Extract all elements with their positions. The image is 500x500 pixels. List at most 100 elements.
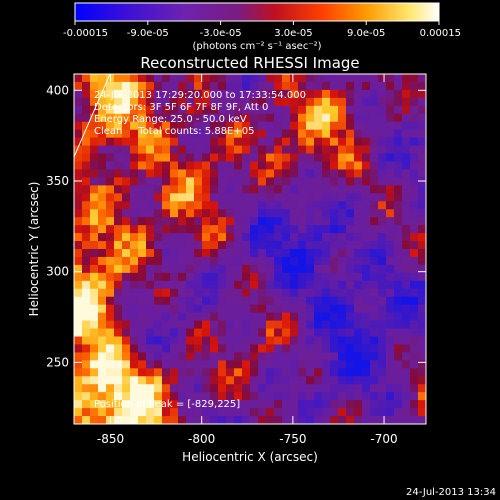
heatmap-cell <box>226 320 235 329</box>
heatmap-cell <box>410 272 419 282</box>
heatmap-cell <box>266 129 275 139</box>
heatmap-cell <box>146 312 155 321</box>
heatmap-cell <box>242 113 251 123</box>
heatmap-cell <box>410 241 419 250</box>
heatmap-cell <box>386 320 395 329</box>
heatmap-cell <box>218 217 227 226</box>
heatmap-cell <box>186 129 195 139</box>
heatmap-cell <box>250 256 259 266</box>
heatmap-cell <box>314 360 323 369</box>
heatmap-cell <box>210 304 219 314</box>
heatmap-cell <box>170 161 179 170</box>
heatmap-cell <box>98 416 107 424</box>
heatmap-cell <box>290 233 299 242</box>
heatmap-cell <box>178 368 187 377</box>
heatmap-cell <box>250 272 259 282</box>
heatmap-cell <box>106 201 115 210</box>
heatmap-cell <box>330 280 339 290</box>
heatmap-cell <box>218 201 227 210</box>
heatmap-cell <box>202 360 211 369</box>
heatmap-cell <box>354 185 363 194</box>
heatmap-cell <box>82 137 91 146</box>
heatmap-cell <box>386 185 395 194</box>
heatmap-cell <box>418 209 426 218</box>
heatmap-cell <box>154 201 163 210</box>
heatmap-cell <box>98 272 107 282</box>
heatmap-cell <box>122 145 131 154</box>
heatmap-cell <box>202 145 211 154</box>
heatmap-cell <box>370 241 379 250</box>
heatmap-cell <box>394 169 403 178</box>
heatmap-cell <box>210 169 219 178</box>
heatmap-cell <box>370 328 379 337</box>
heatmap-cell <box>314 145 323 154</box>
heatmap-cell <box>178 408 187 417</box>
heatmap-cell <box>346 153 355 162</box>
heatmap-cell <box>330 74 339 83</box>
heatmap-cell <box>314 368 323 377</box>
heatmap-cell <box>186 153 195 162</box>
heatmap-cell <box>210 153 219 162</box>
heatmap-cell <box>274 344 283 353</box>
heatmap-cell <box>98 360 107 369</box>
heatmap-cell <box>266 400 275 409</box>
heatmap-cell <box>362 256 371 266</box>
heatmap-cell <box>322 233 331 242</box>
heatmap-cell <box>378 288 387 298</box>
heatmap-cell <box>90 169 99 178</box>
heatmap-cell <box>282 272 291 282</box>
heatmap-cell <box>114 328 123 337</box>
heatmap-cell <box>338 137 347 146</box>
heatmap-cell <box>402 129 411 139</box>
heatmap-cell <box>186 81 195 91</box>
heatmap-cell <box>418 376 426 385</box>
heatmap-cell <box>154 121 163 131</box>
heatmap-cell <box>306 225 315 234</box>
heatmap-cell <box>146 201 155 210</box>
heatmap-cell <box>202 296 211 306</box>
heatmap-cell <box>282 408 291 417</box>
heatmap-cell <box>266 328 275 337</box>
heatmap-cell <box>170 209 179 218</box>
heatmap-cell <box>82 376 91 385</box>
heatmap-cell <box>242 392 251 401</box>
heatmap-cell <box>162 113 171 123</box>
heatmap-cell <box>282 161 291 170</box>
heatmap-cell <box>202 264 211 274</box>
heatmap-cell <box>250 201 259 210</box>
heatmap-cell <box>226 153 235 162</box>
heatmap-cell <box>306 169 315 178</box>
heatmap-cell <box>290 256 299 266</box>
heatmap-cell <box>74 241 83 250</box>
heatmap-cell <box>378 312 387 321</box>
heatmap-cell <box>210 384 219 393</box>
heatmap-cell <box>146 352 155 361</box>
heatmap-cell <box>362 145 371 154</box>
heatmap-cell <box>418 113 426 123</box>
heatmap-cell <box>154 376 163 385</box>
heatmap-cell <box>98 209 107 218</box>
heatmap-cell <box>282 225 291 234</box>
heatmap-cell <box>194 145 203 154</box>
heatmap-cell <box>378 81 387 91</box>
heatmap-cell <box>146 376 155 385</box>
heatmap-cell <box>298 312 307 321</box>
heatmap-cell <box>178 121 187 131</box>
heatmap-cell <box>82 145 91 154</box>
heatmap-cell <box>378 280 387 290</box>
heatmap-cell <box>282 264 291 274</box>
heatmap-cell <box>378 113 387 123</box>
heatmap-cell <box>354 328 363 337</box>
heatmap-cell <box>330 256 339 266</box>
heatmap-cell <box>370 97 379 107</box>
heatmap-cell <box>162 352 171 361</box>
heatmap-cell <box>234 264 243 274</box>
y-tick-label: 350 <box>46 174 69 188</box>
heatmap-cell <box>170 320 179 329</box>
heatmap-cell <box>226 344 235 353</box>
heatmap-cell <box>114 209 123 218</box>
heatmap-cell <box>218 169 227 178</box>
heatmap-cell <box>330 304 339 314</box>
heatmap-cell <box>90 249 99 258</box>
heatmap-cell <box>154 74 163 83</box>
